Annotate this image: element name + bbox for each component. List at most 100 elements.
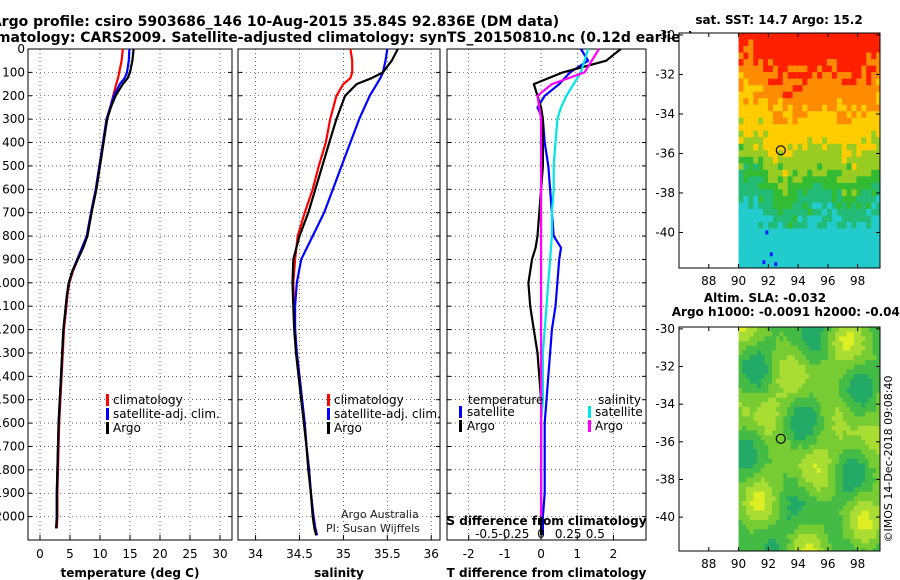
sla_map-cell xyxy=(786,383,792,389)
sla_map-cell xyxy=(749,491,754,497)
sla_map-cell xyxy=(850,331,855,337)
sst_map-cell xyxy=(812,59,818,66)
sla_map-cell xyxy=(809,491,814,497)
sla_map-cell xyxy=(783,364,788,370)
sst_map-cell xyxy=(758,150,764,158)
sla_map-cell xyxy=(876,458,881,464)
sst_map-cell xyxy=(753,163,759,171)
temperature-xtick-label: 10 xyxy=(92,547,107,561)
sla_map-cell xyxy=(749,392,754,398)
sst_map-cell xyxy=(768,59,774,66)
sla_map-cell xyxy=(764,505,769,511)
sst_map-cell xyxy=(861,33,867,40)
sla_map-cell xyxy=(746,548,751,552)
sst_map-cell xyxy=(866,195,872,203)
sla_map-cell xyxy=(786,439,792,446)
sla_map-cell xyxy=(790,341,795,347)
sst_map-ytick-label: -40 xyxy=(655,225,675,239)
sla_map-cell xyxy=(824,454,829,460)
sla_map-cell xyxy=(801,501,806,507)
sst_map-cell xyxy=(738,46,744,53)
sla_map-cell xyxy=(835,472,840,478)
sla_map-cell xyxy=(850,345,855,351)
sla_map-cell xyxy=(738,439,743,446)
sst_map-cell xyxy=(856,46,862,53)
sla_map-cell xyxy=(742,482,747,488)
sla_map-cell xyxy=(853,416,859,422)
sst_map-cell xyxy=(792,248,798,255)
sst_map-cell xyxy=(753,189,759,197)
sla_map-cell xyxy=(783,538,788,544)
sst_map-cell xyxy=(831,46,838,53)
sla_map-cell xyxy=(749,369,754,375)
sla_map-cell xyxy=(868,439,873,446)
sla_map-cell xyxy=(742,350,747,356)
sla_map-cell xyxy=(861,341,866,347)
sla_map-cell xyxy=(760,505,766,511)
sla_map-cell xyxy=(872,402,877,408)
sst_map-cell xyxy=(763,261,769,269)
sla_map-cell xyxy=(850,378,855,384)
sla_map-cell xyxy=(824,364,829,370)
sst_map-cell xyxy=(797,176,803,184)
sst_map-cell xyxy=(777,169,784,177)
sla_map-cell xyxy=(876,411,881,417)
sla_map-cell xyxy=(764,538,769,544)
sla_map-cell xyxy=(835,482,840,488)
sla_map-cell xyxy=(846,425,851,431)
sst_map-cell xyxy=(787,248,793,255)
sla_map-cell xyxy=(865,355,870,361)
sla_map-cell xyxy=(757,458,762,464)
sla_map-cell xyxy=(749,430,754,436)
sla_map-cell xyxy=(783,472,788,478)
sst_map-cell xyxy=(846,124,852,132)
sla_map-cell xyxy=(757,355,762,361)
sst_map-cell xyxy=(748,59,754,66)
sla_map-cell xyxy=(790,355,795,361)
sst_map-cell xyxy=(743,46,749,53)
sst_map-cell xyxy=(802,59,808,66)
sst_map-cell xyxy=(822,104,828,112)
sst_map-cell xyxy=(772,117,779,125)
sla_map-cell xyxy=(835,355,840,361)
sla_map-cell xyxy=(846,491,851,497)
sla_map-cell xyxy=(827,515,833,521)
sst_map-cell xyxy=(797,143,803,151)
sst_map-cell xyxy=(836,169,843,177)
sla_map-cell xyxy=(760,388,766,394)
sla_map-cell xyxy=(749,505,754,511)
sla_map-cell xyxy=(801,341,806,347)
sst_map-cell xyxy=(817,150,823,158)
sla_map-cell xyxy=(861,327,866,333)
sla_map-cell xyxy=(813,487,818,493)
sst_map-cell xyxy=(812,221,818,229)
sla_map-cell xyxy=(831,383,836,389)
sla_map-cell xyxy=(820,515,825,521)
sla_map-cell xyxy=(820,397,825,403)
sst_map-cell xyxy=(817,189,823,197)
sla_map-cell xyxy=(809,519,814,526)
sla_map-cell xyxy=(749,548,754,552)
sla_map-cell xyxy=(772,421,777,427)
sla_map-cell xyxy=(865,402,870,408)
sla_map-cell xyxy=(779,501,784,507)
sla_map-cell xyxy=(746,519,751,526)
sla_map-cell xyxy=(779,392,784,398)
sst_map-cell xyxy=(743,235,749,242)
depth-tick-label: 300 xyxy=(2,112,25,126)
sla_map-cell xyxy=(839,543,844,549)
sla_map-cell xyxy=(846,345,851,351)
legend-swatch-left-1 xyxy=(459,420,462,432)
sla_map-cell xyxy=(831,538,836,544)
sst_map-cell xyxy=(777,195,784,203)
sla_map-cell xyxy=(872,369,877,375)
sla_map-cell xyxy=(738,407,743,413)
sla_map-cell xyxy=(809,331,814,337)
sla_map-cell xyxy=(831,407,836,413)
sst_map-cell xyxy=(861,182,867,190)
sla_map-cell xyxy=(824,496,829,502)
sst_map-cell xyxy=(836,130,843,138)
sla_map-cell xyxy=(794,374,799,380)
sst_map-cell xyxy=(763,182,769,190)
sla_map-cell xyxy=(779,388,784,394)
